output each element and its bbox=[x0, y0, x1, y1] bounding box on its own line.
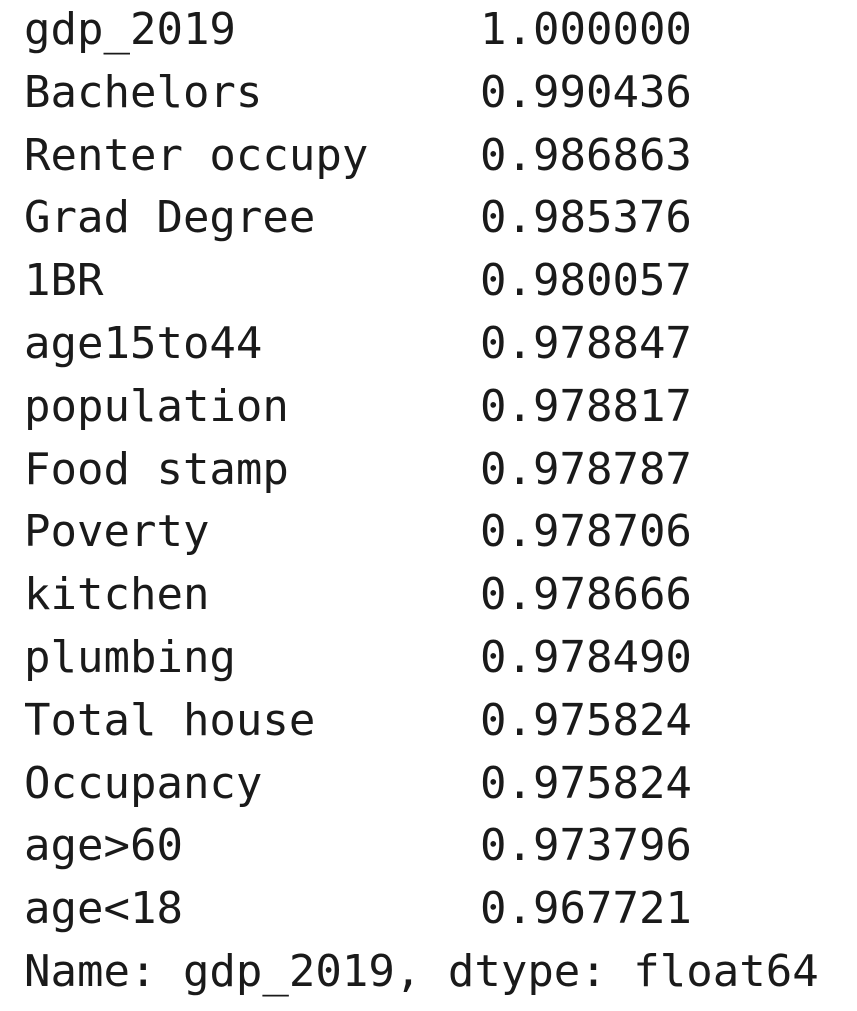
row-label: age15to44 bbox=[24, 318, 263, 369]
row-label: Bachelors bbox=[24, 66, 263, 118]
row-label: Renter occupy bbox=[24, 129, 369, 181]
row-value: 0.978787 bbox=[480, 443, 692, 495]
row-label: Occupancy bbox=[24, 757, 263, 809]
row-label: gdp_2019 bbox=[24, 4, 236, 55]
row-value: 0.967721 bbox=[480, 883, 692, 935]
row-value: 0.975824 bbox=[480, 757, 692, 809]
row-value: 0.978706 bbox=[480, 506, 692, 558]
row-value: 0.985376 bbox=[480, 192, 692, 244]
row-value: 0.978847 bbox=[480, 318, 692, 369]
row-label: age<18 bbox=[24, 883, 183, 935]
row-value: 0.980057 bbox=[480, 255, 692, 307]
row-value: 0.975824 bbox=[480, 694, 692, 746]
series-footer: Name: gdp_2019, dtype: float64 bbox=[24, 946, 819, 997]
row-value: 0.978817 bbox=[480, 380, 692, 432]
row-label: Grad Degree bbox=[24, 192, 316, 244]
row-value: 0.990436 bbox=[480, 66, 692, 118]
row-value: 0.973796 bbox=[480, 820, 692, 872]
row-label: Poverty bbox=[24, 506, 210, 558]
row-label: kitchen bbox=[24, 569, 210, 621]
row-value: 1.000000 bbox=[480, 4, 692, 55]
row-label: Total house bbox=[24, 694, 316, 746]
row-label: population bbox=[24, 380, 289, 432]
row-value: 0.978666 bbox=[480, 569, 692, 621]
row-label: 1BR bbox=[24, 255, 104, 307]
row-value: 0.986863 bbox=[480, 129, 692, 181]
row-label: Food stamp bbox=[24, 443, 289, 495]
row-value: 0.978490 bbox=[480, 632, 692, 683]
row-label: age>60 bbox=[24, 820, 183, 872]
row-label: plumbing bbox=[24, 632, 236, 683]
